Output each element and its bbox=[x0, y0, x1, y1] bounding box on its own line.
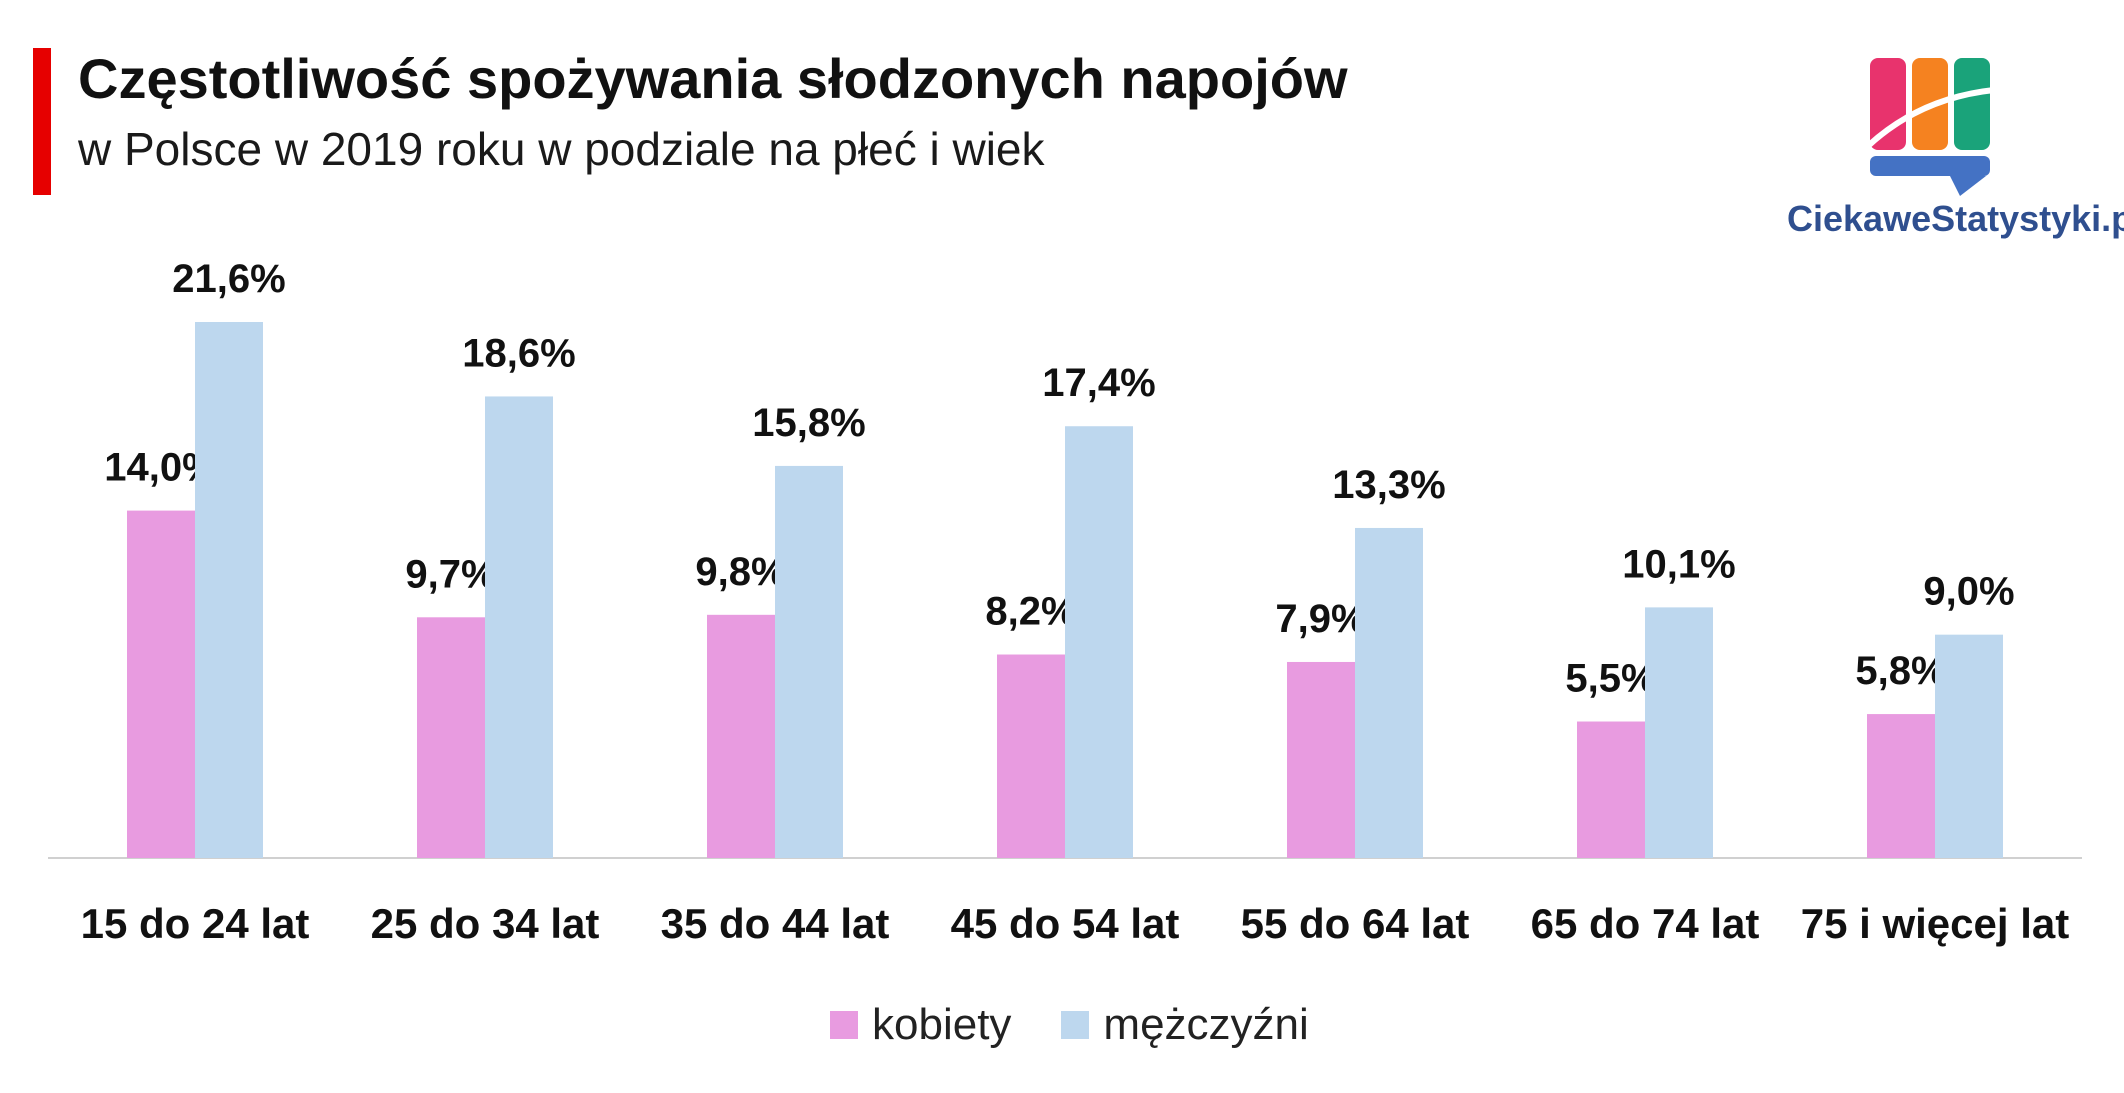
data-label-mezczyzni-2: 15,8% bbox=[752, 401, 865, 445]
bar-mezczyzni-4 bbox=[1355, 527, 1423, 858]
chart-subtitle: w Polsce w 2019 roku w podziale na płeć … bbox=[78, 123, 1045, 175]
bar-kobiety-1 bbox=[417, 617, 485, 858]
legend-item-mezczyzni: mężczyźni bbox=[1061, 1000, 1309, 1050]
data-label-kobiety-4: 7,9% bbox=[1275, 597, 1366, 641]
legend-label-mezczyzni: mężczyźni bbox=[1103, 1000, 1309, 1049]
legend-swatch-mezczyzni bbox=[1061, 1011, 1090, 1039]
data-label-mezczyzni-4: 13,3% bbox=[1332, 463, 1445, 507]
category-label-5: 65 do 74 lat bbox=[1531, 900, 1760, 947]
bar-kobiety-3 bbox=[997, 654, 1065, 858]
bar-kobiety-4 bbox=[1287, 661, 1355, 858]
bar-kobiety-6 bbox=[1867, 714, 1935, 858]
bar-kobiety-5 bbox=[1577, 721, 1645, 858]
category-label-6: 75 i więcej lat bbox=[1801, 900, 2070, 947]
brand-logo-icon bbox=[1865, 58, 1995, 196]
data-label-kobiety-3: 8,2% bbox=[985, 590, 1076, 634]
data-label-mezczyzni-1: 18,6% bbox=[462, 331, 575, 375]
title-accent-bar bbox=[33, 48, 51, 195]
bar-mezczyzni-6 bbox=[1935, 634, 2003, 858]
category-label-4: 55 do 64 lat bbox=[1241, 900, 1470, 947]
chart-title: Częstotliwość spożywania słodzonych napo… bbox=[78, 47, 1348, 110]
bar-mezczyzni-0 bbox=[195, 322, 263, 858]
chart-legend: kobiety mężczyźni bbox=[830, 1000, 1359, 1050]
data-label-kobiety-1: 9,7% bbox=[405, 552, 496, 596]
data-label-mezczyzni-0: 21,6% bbox=[172, 257, 285, 301]
bar-mezczyzni-2 bbox=[775, 465, 843, 858]
data-label-kobiety-5: 5,5% bbox=[1565, 657, 1656, 701]
data-label-mezczyzni-3: 17,4% bbox=[1042, 361, 1155, 405]
data-label-kobiety-2: 9,8% bbox=[695, 550, 786, 594]
legend-label-kobiety: kobiety bbox=[872, 1000, 1012, 1049]
category-label-1: 25 do 34 lat bbox=[371, 900, 600, 947]
data-label-kobiety-6: 5,8% bbox=[1855, 649, 1946, 693]
data-label-mezczyzni-5: 10,1% bbox=[1622, 542, 1735, 586]
legend-item-kobiety: kobiety bbox=[830, 1000, 1011, 1050]
bar-mezczyzni-3 bbox=[1065, 426, 1133, 858]
bar-mezczyzni-1 bbox=[485, 396, 553, 858]
data-label-mezczyzni-6: 9,0% bbox=[1923, 570, 2014, 614]
category-label-2: 35 do 44 lat bbox=[661, 900, 890, 947]
category-label-3: 45 do 54 lat bbox=[951, 900, 1180, 947]
bar-mezczyzni-5 bbox=[1645, 607, 1713, 858]
legend-swatch-kobiety bbox=[830, 1011, 858, 1039]
bar-kobiety-0 bbox=[127, 510, 195, 858]
category-label-0: 15 do 24 lat bbox=[81, 900, 310, 947]
bar-kobiety-2 bbox=[707, 614, 775, 858]
brand-name: CiekaweStatystyki.pl bbox=[1787, 198, 2124, 239]
